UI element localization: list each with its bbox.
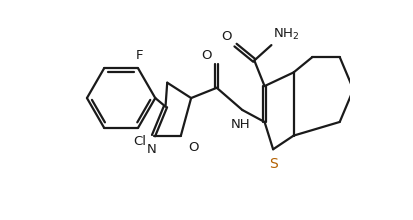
Text: NH$_2$: NH$_2$ xyxy=(273,27,299,42)
Text: NH: NH xyxy=(231,117,250,130)
Text: O: O xyxy=(201,49,211,62)
Text: N: N xyxy=(147,143,157,156)
Text: O: O xyxy=(221,30,231,43)
Text: O: O xyxy=(188,141,199,154)
Text: F: F xyxy=(136,49,144,62)
Text: S: S xyxy=(269,157,278,171)
Text: Cl: Cl xyxy=(133,135,146,148)
